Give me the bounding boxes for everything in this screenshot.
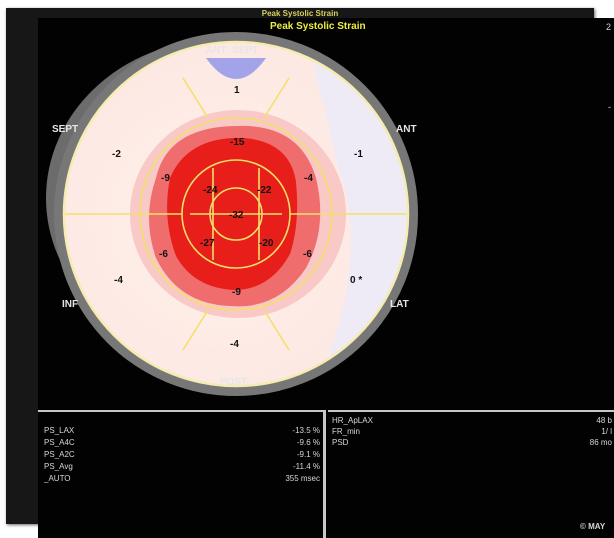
value-lat-basal: 0 * xyxy=(350,275,363,286)
value-ant-sept-mid: -15 xyxy=(230,137,245,148)
row-label-ps-lax: PS_LAX xyxy=(44,426,75,435)
bullseye-disc-border xyxy=(62,40,410,388)
row-value-fr-min: 1/ l xyxy=(601,427,612,436)
label-post: POST xyxy=(220,377,248,388)
segment-dividers xyxy=(64,77,408,351)
value-ant-basal: -1 xyxy=(354,149,363,160)
measurements-panel-right: HR_ApLAX 48 b FR_min 1/ l PSD 86 mo © MA… xyxy=(328,410,614,538)
row-value-auto: 355 msec xyxy=(285,474,320,483)
value-apex-lat: -20 xyxy=(259,238,274,249)
header-right-value-1: 2 xyxy=(606,22,612,32)
value-sept-basal: -2 xyxy=(112,149,121,160)
label-sept: SEPT xyxy=(52,124,79,135)
ring-apex xyxy=(209,187,263,241)
footer-copyright: © MAY xyxy=(580,522,606,531)
positive-strain-wedge xyxy=(206,58,266,79)
ring-basal-inner xyxy=(139,117,333,311)
row-label-hr-aplax: HR_ApLAX xyxy=(332,416,373,425)
label-ant-sept: ANT_SEPT xyxy=(206,45,259,56)
row-label-ps-a4c: PS_A4C xyxy=(44,438,75,447)
row-value-psd: 86 mo xyxy=(589,438,612,447)
row-value-ps-a2c: -9.1 % xyxy=(296,450,320,459)
ring-apical xyxy=(181,159,291,269)
row-label-ps-a2c: PS_A2C xyxy=(44,450,75,459)
value-post-mid: -9 xyxy=(232,287,241,298)
value-apex-ant: -22 xyxy=(257,185,272,196)
value-lat-mid: -6 xyxy=(303,249,312,260)
row-value-ps-lax: -13.5 % xyxy=(292,426,320,435)
label-ant: ANT xyxy=(396,124,417,135)
value-apex-inf: -27 xyxy=(200,238,215,249)
row-label-psd: PSD xyxy=(332,438,349,447)
background-window-title: Peak Systolic Strain xyxy=(261,9,339,18)
value-apex-ant-sept: -24 xyxy=(203,185,218,196)
label-inf: INF xyxy=(62,299,79,310)
value-sept-mid: -9 xyxy=(161,173,170,184)
row-value-ps-avg: -11.4 % xyxy=(293,462,320,471)
value-post-basal: -4 xyxy=(230,339,239,350)
value-apex-center: -32 xyxy=(229,210,244,221)
row-value-hr-aplax: 48 b xyxy=(596,416,612,425)
row-label-ps-avg: PS_Avg xyxy=(44,462,73,471)
header-right-value-2: - xyxy=(608,102,611,112)
bullseye-plot xyxy=(46,32,418,396)
value-ant-mid: -4 xyxy=(304,173,313,184)
window-title: Peak Systolic Strain xyxy=(270,21,366,32)
value-inf-basal: -4 xyxy=(114,275,123,286)
value-inf-mid: -6 xyxy=(159,249,168,260)
label-lat: LAT xyxy=(390,299,409,310)
bullseye-frame-ring xyxy=(54,32,418,396)
measurements-panel-left: PS_LAX -13.5 % PS_A4C -9.6 % PS_A2C -9.1… xyxy=(38,410,326,538)
strain-report-window: Peak Systolic Strain 2 - xyxy=(38,18,614,538)
row-label-fr-min: FR_min xyxy=(332,427,361,436)
value-ant-sept-basal: 1 xyxy=(234,85,240,96)
row-value-ps-a4c: -9.6 % xyxy=(296,438,320,447)
row-label-auto: _AUTO xyxy=(44,474,71,483)
